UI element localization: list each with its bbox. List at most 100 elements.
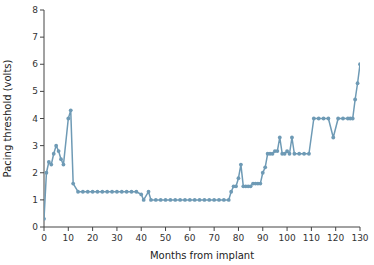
marker bbox=[154, 198, 158, 202]
marker bbox=[263, 165, 267, 169]
x-tick bbox=[92, 227, 93, 231]
x-tick-label: 100 bbox=[278, 233, 295, 243]
marker bbox=[100, 190, 104, 194]
y-tick-label: 3 bbox=[32, 141, 38, 151]
plot-area bbox=[44, 62, 360, 220]
marker bbox=[66, 117, 70, 121]
x-tick bbox=[238, 227, 239, 231]
y-tick-label: 1 bbox=[32, 195, 38, 205]
marker bbox=[54, 144, 58, 148]
x-tick bbox=[165, 227, 166, 231]
marker bbox=[327, 117, 331, 121]
marker bbox=[134, 190, 138, 194]
marker bbox=[164, 198, 168, 202]
marker bbox=[229, 190, 233, 194]
marker bbox=[239, 163, 243, 167]
x-tick bbox=[116, 227, 117, 231]
marker bbox=[288, 152, 292, 156]
marker bbox=[110, 190, 114, 194]
y-tick bbox=[40, 199, 44, 200]
marker bbox=[173, 198, 177, 202]
marker bbox=[336, 117, 340, 121]
marker bbox=[81, 190, 85, 194]
marker bbox=[159, 198, 163, 202]
marker bbox=[212, 198, 216, 202]
x-tick-label: 0 bbox=[41, 233, 47, 243]
marker bbox=[203, 198, 207, 202]
y-tick bbox=[40, 91, 44, 92]
x-tick bbox=[360, 227, 361, 231]
marker bbox=[222, 198, 226, 202]
x-tick-label: 40 bbox=[136, 233, 148, 243]
marker bbox=[149, 198, 153, 202]
x-tick-label: 30 bbox=[111, 233, 123, 243]
x-axis-label: Months from implant bbox=[150, 250, 254, 261]
marker bbox=[234, 184, 238, 188]
marker bbox=[207, 198, 211, 202]
marker bbox=[198, 198, 202, 202]
marker bbox=[317, 117, 321, 121]
marker bbox=[358, 62, 360, 66]
x-tick-label: 10 bbox=[63, 233, 75, 243]
marker bbox=[139, 193, 143, 197]
y-tick-label: 8 bbox=[32, 5, 38, 15]
marker bbox=[292, 152, 296, 156]
y-tick bbox=[40, 145, 44, 146]
marker bbox=[237, 176, 241, 180]
marker bbox=[353, 98, 357, 102]
y-tick-label: 5 bbox=[32, 86, 38, 96]
marker bbox=[44, 217, 46, 221]
marker bbox=[49, 163, 53, 167]
x-tick-label: 60 bbox=[184, 233, 196, 243]
x-tick bbox=[311, 227, 312, 231]
x-axis-line bbox=[44, 227, 360, 228]
marker bbox=[258, 182, 262, 186]
marker bbox=[45, 171, 49, 175]
marker bbox=[227, 198, 231, 202]
y-tick bbox=[40, 64, 44, 65]
chart: 0102030405060708090100110120130012345678… bbox=[0, 0, 374, 265]
marker bbox=[96, 190, 100, 194]
marker bbox=[125, 190, 129, 194]
x-tick-label: 80 bbox=[233, 233, 245, 243]
marker bbox=[278, 136, 282, 140]
axes: 0102030405060708090100110120130012345678 bbox=[32, 5, 369, 243]
x-tick-label: 130 bbox=[351, 233, 368, 243]
x-tick bbox=[214, 227, 215, 231]
marker bbox=[188, 198, 192, 202]
marker bbox=[322, 117, 326, 121]
y-tick bbox=[40, 118, 44, 119]
marker bbox=[76, 190, 80, 194]
marker bbox=[297, 152, 301, 156]
marker bbox=[178, 198, 182, 202]
marker bbox=[71, 182, 75, 186]
marker bbox=[69, 108, 73, 112]
x-tick-label: 70 bbox=[208, 233, 220, 243]
x-tick bbox=[262, 227, 263, 231]
y-axis-label: Pacing threshold (volts) bbox=[2, 59, 13, 177]
marker bbox=[52, 152, 56, 156]
marker bbox=[261, 171, 265, 175]
x-tick bbox=[335, 227, 336, 231]
marker bbox=[105, 190, 109, 194]
y-tick-label: 6 bbox=[32, 59, 38, 69]
x-tick-label: 120 bbox=[327, 233, 344, 243]
marker bbox=[142, 198, 146, 202]
marker bbox=[147, 190, 151, 194]
marker bbox=[302, 152, 306, 156]
marker bbox=[120, 190, 124, 194]
marker bbox=[91, 190, 95, 194]
y-tick-label: 2 bbox=[32, 168, 38, 178]
marker bbox=[341, 117, 345, 121]
marker bbox=[356, 81, 360, 85]
marker bbox=[351, 117, 355, 121]
x-tick bbox=[44, 227, 45, 231]
marker bbox=[331, 136, 335, 140]
x-tick-label: 110 bbox=[303, 233, 320, 243]
marker bbox=[57, 149, 61, 153]
marker bbox=[290, 136, 294, 140]
marker bbox=[115, 190, 119, 194]
marker bbox=[59, 157, 63, 161]
y-tick bbox=[40, 37, 44, 38]
x-tick bbox=[68, 227, 69, 231]
